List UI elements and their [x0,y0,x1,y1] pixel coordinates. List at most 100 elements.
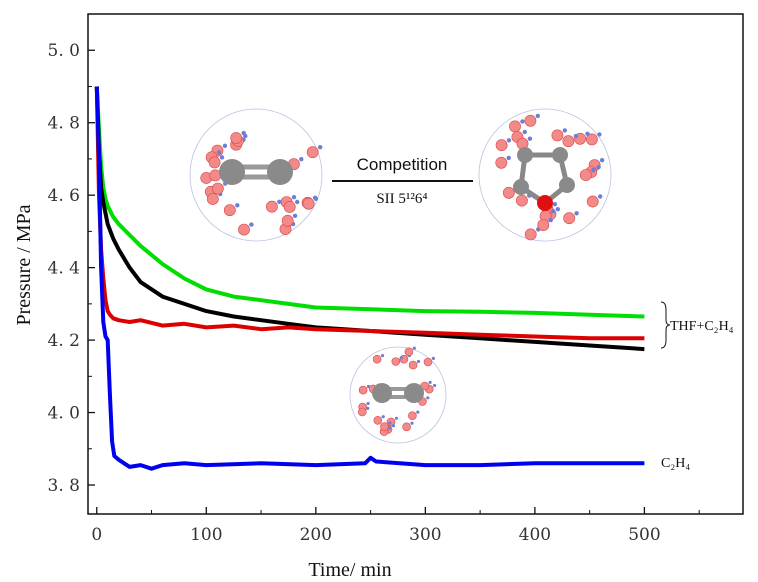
carbon-atom-icon [513,179,529,195]
series-line-0 [94,86,645,319]
hydrogen-atom-icon [366,406,370,410]
cage-atom-icon [283,201,296,213]
series-line-3 [94,86,645,471]
y-axis-title: Pressure / MPa [13,204,35,325]
series-line-1 [94,86,645,352]
axis-ticks: 0 100 200 300 400 500 3. 8 4. 0 4. 2 4. 4 4. 6 4. 8… [48,41,700,545]
cage-atom-icon [230,132,243,144]
hydrogen-atom-icon [249,222,254,227]
hydrogen-atom-icon [431,356,435,360]
y-tick-label: 4. 2 [48,331,80,351]
competition-label: Competition [357,155,448,174]
series-line-2 [94,86,645,341]
hydrogen-atom-icon [591,167,596,173]
cage-atom-icon [402,422,411,432]
y-tick-label: 5. 0 [48,41,80,61]
cage-atom-icon [208,156,221,169]
cage-atom-icon [495,156,508,169]
x-axis-title: Time/ min [308,559,391,581]
cage-atom-icon [408,411,417,421]
y-tick-label: 4. 4 [48,259,80,279]
cage-atom-icon [551,129,564,142]
x-tick-label: 200 [300,525,332,545]
cage-type-label: SII 5¹²6⁴ [376,191,427,207]
carbon-atom-icon [219,159,245,185]
x-tick-label: 500 [628,525,660,545]
oxygen-atom-icon [537,195,553,211]
cage-atoms-right [495,113,605,241]
cage-atom-icon [281,214,294,227]
hydrogen-atom-icon [522,129,527,135]
cage-atom-icon [265,200,278,213]
y-tick-label: 3. 8 [48,476,80,496]
cage-atom-icon [579,169,592,181]
hydrogen-atom-icon [391,424,395,428]
hydrogen-atom-icon [596,164,601,170]
hydrogen-atom-icon [277,199,282,204]
cage-atom-icon [306,146,319,159]
cage-atom-icon [357,407,367,417]
cage-atom-icon [515,194,528,207]
cage-atom-icon [524,114,537,127]
cage-atom-icon [423,357,433,367]
cage-atom-icon [206,193,219,205]
cage-atom-icon [524,228,537,241]
plot-frame [87,13,744,515]
cage-atom-icon [404,347,414,357]
cage-atom-icon [563,212,576,225]
carbon-atom-icon [404,383,424,403]
cage-atom-icon [537,219,550,231]
cage-atom-icon [302,197,315,210]
hydrogen-atom-icon [585,131,590,136]
x-tick-label: 400 [519,525,551,545]
hydrogen-atom-icon [313,196,319,201]
cage-atom-icon [391,357,401,366]
carbon-atom-icon [559,177,575,193]
cage-atom-icon [408,360,418,370]
cage-atom-icon [586,195,599,208]
hydrogen-atom-icon [552,202,558,207]
cage-atom-icon [223,204,236,217]
y-tick-label: 4. 6 [48,186,80,206]
hydrogen-atom-icon [380,354,385,358]
cage-atom-icon [372,354,382,364]
cage-atom-icon [586,133,598,146]
hydrogen-atom-icon [394,416,398,420]
cage-illustration-right [478,108,612,242]
hydrogen-atom-icon [412,346,416,350]
cage-atom-icon [562,135,575,148]
cage-illustration-left [189,108,323,242]
y-tick-label: 4. 0 [48,404,80,424]
hydrogen-atom-icon [506,155,511,161]
hydrogen-atom-icon [573,134,578,139]
cage-atoms-left [200,130,323,236]
hydrogen-atom-icon [291,195,297,200]
hydrogen-atom-icon [506,138,512,143]
cage-illustration-center [349,346,447,444]
carbon-atom-icon [552,147,568,163]
hydrogen-atom-icon [388,421,392,425]
hydrogen-atom-icon [574,211,579,216]
hydrogen-atom-icon [597,132,602,137]
hydrogen-atom-icon [216,150,222,155]
hydrogen-atom-icon [219,155,225,160]
hydrogen-atom-icon [426,396,430,400]
cage-atom-icon [373,415,383,425]
hydrogen-atom-icon [366,384,371,389]
hydrogen-atom-icon [410,421,414,425]
hydrogen-atom-icon [555,207,560,212]
hydrogen-atom-icon [548,218,553,223]
thf-brace [660,301,671,349]
hydrogen-atom-icon [235,203,240,208]
x-tick-label: 300 [409,525,441,545]
hydrogen-atom-icon [598,194,603,199]
hydrogen-atom-icon [599,158,605,163]
cage-atom-icon [509,120,521,133]
cage-atom-icon [502,186,515,199]
hydrogen-atom-icon [428,380,432,384]
hydrogen-atom-icon [520,119,525,124]
carbon-atom-icon [517,147,533,163]
hydrogen-atom-icon [222,143,228,148]
hydrogen-atom-icon [381,415,385,419]
